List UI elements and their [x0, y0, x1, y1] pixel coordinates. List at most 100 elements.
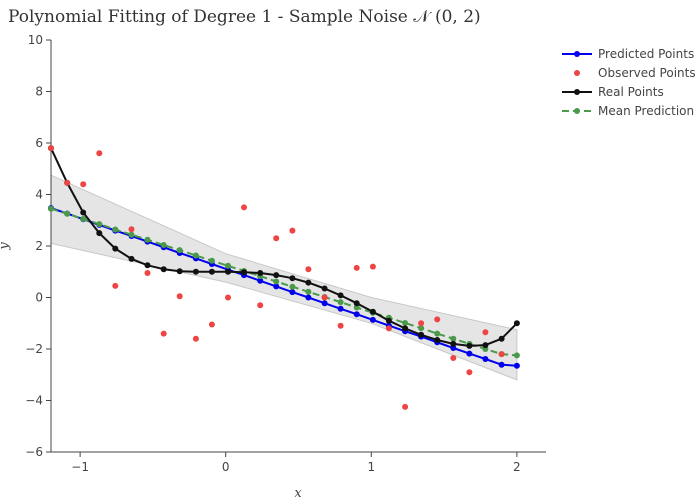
real-points-point — [434, 337, 441, 343]
observed-points-point — [369, 263, 376, 270]
predicted-points-point — [321, 300, 328, 307]
x-tick-label: −1 — [71, 460, 89, 474]
observed-points-point — [225, 294, 231, 301]
observed-points-point — [64, 179, 71, 186]
real-points-point — [498, 335, 505, 342]
observed-points-point — [128, 226, 135, 233]
legend-swatch-marker — [574, 108, 580, 114]
legend-label: Predicted Points — [598, 47, 694, 61]
predicted-points-point — [289, 289, 296, 296]
x-tick-label: 0 — [222, 460, 230, 474]
observed-points-point — [337, 322, 344, 329]
real-points-point — [160, 266, 167, 273]
mean-prediction-point — [192, 252, 199, 259]
y-tick-label: 6 — [35, 136, 43, 150]
predicted-points-point — [450, 345, 457, 351]
mean-prediction-point — [513, 352, 520, 359]
observed-points-point — [176, 293, 183, 300]
observed-points-point — [112, 282, 119, 289]
mean-prediction-point — [434, 330, 441, 337]
legend-item-mean-prediction[interactable]: Mean Prediction — [562, 104, 694, 118]
real-points-point — [225, 268, 231, 275]
real-points-point — [402, 325, 409, 332]
real-points-point — [466, 342, 473, 349]
real-points-point — [450, 340, 457, 347]
predicted-points-point — [513, 362, 520, 369]
y-tick-label: −4 — [25, 394, 43, 408]
legend-item-real-points[interactable]: Real Points — [562, 85, 664, 99]
predicted-points-point — [498, 361, 505, 368]
predicted-points-point — [466, 350, 473, 357]
observed-points-point — [208, 321, 215, 328]
mean-prediction-point — [64, 210, 71, 217]
observed-points-point — [48, 145, 54, 152]
chart-title: Polynomial Fitting of Degree 1 - Sample … — [8, 7, 481, 27]
mean-prediction-point — [353, 304, 360, 311]
y-tick-label: 8 — [35, 85, 43, 99]
legend-swatch-marker — [574, 51, 580, 57]
observed-points-point — [498, 351, 505, 358]
mean-prediction-point — [176, 247, 183, 254]
predicted-points-point — [273, 283, 280, 290]
legend[interactable]: Predicted Points Observed Points Real Poin… — [562, 47, 696, 118]
mean-prediction-point — [337, 299, 344, 306]
mean-prediction-point — [144, 236, 151, 243]
y-tick-label: 2 — [35, 239, 43, 253]
x-tick-label: 2 — [513, 460, 521, 474]
y-tick-label: 10 — [28, 33, 43, 47]
observed-points-point — [241, 204, 247, 211]
real-points-point — [337, 292, 344, 299]
real-points-point — [112, 245, 119, 252]
predicted-points-point — [305, 294, 312, 301]
observed-points-point — [385, 325, 392, 332]
real-points-point — [80, 209, 87, 216]
real-points-point — [305, 279, 312, 286]
mean-prediction-point — [305, 288, 312, 295]
observed-points-point — [305, 266, 312, 273]
real-points-series — [48, 145, 520, 349]
y-tick-label: 4 — [35, 188, 43, 202]
mean-prediction-point — [273, 278, 280, 285]
legend-item-predicted-points[interactable]: Predicted Points — [562, 47, 694, 61]
legend-label: Mean Prediction — [598, 104, 694, 118]
legend-item-observed-points[interactable]: Observed Points — [574, 66, 696, 80]
x-axis-label: x — [294, 486, 302, 500]
mean-prediction-point — [160, 242, 167, 248]
real-points-point — [257, 270, 264, 276]
observed-points-point — [353, 264, 360, 271]
observed-points-point — [257, 302, 264, 309]
predicted-points-point — [482, 356, 489, 362]
observed-points-series — [48, 145, 505, 410]
real-points-point — [289, 275, 296, 282]
observed-points-point — [96, 150, 103, 157]
mean-prediction-point — [402, 320, 409, 326]
real-points-point — [369, 308, 376, 315]
mean-prediction-point — [418, 325, 425, 332]
mean-prediction-point — [450, 335, 457, 342]
legend-label: Observed Points — [598, 66, 696, 80]
real-points-point — [144, 262, 151, 269]
predicted-points-point — [337, 305, 344, 312]
mean-prediction-point — [96, 221, 103, 228]
real-points-point — [96, 230, 103, 237]
mean-prediction-point — [48, 205, 54, 212]
legend-label: Real Points — [598, 85, 664, 99]
predicted-points-point — [353, 311, 360, 318]
mean-prediction-point — [208, 257, 215, 264]
legend-swatch-marker — [574, 70, 580, 76]
mean-prediction-point — [128, 231, 135, 238]
y-tick-label: 0 — [35, 291, 43, 305]
real-points-point — [176, 268, 183, 275]
mean-prediction-point — [289, 283, 296, 290]
real-points-point — [273, 272, 280, 279]
real-points-point — [418, 331, 425, 338]
y-tick-label: −6 — [25, 445, 43, 459]
mean-prediction-point — [225, 262, 231, 269]
axes: −1 0 1 2 −6 −4 −2 0 2 4 6 8 10 — [25, 33, 546, 474]
observed-points-point — [418, 320, 425, 327]
real-points-point — [241, 269, 247, 276]
observed-points-point — [144, 270, 151, 276]
y-axis-label: y — [0, 242, 12, 251]
real-points-point — [208, 268, 215, 275]
